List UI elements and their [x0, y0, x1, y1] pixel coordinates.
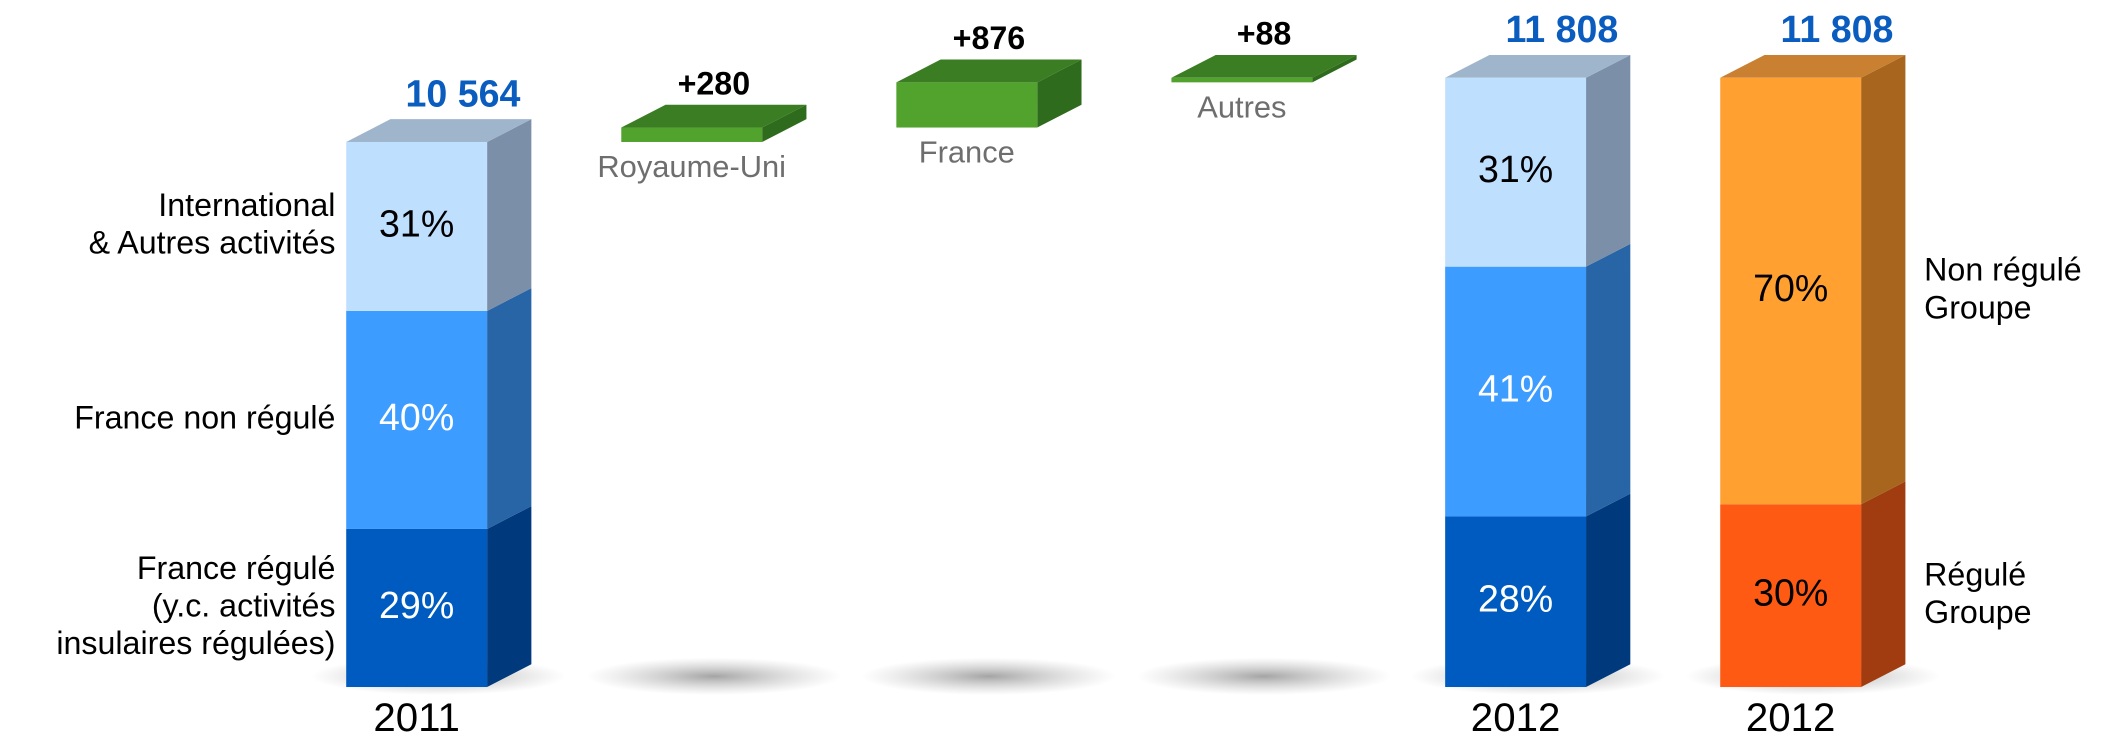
segment-name: (y.c. activités	[152, 587, 336, 623]
total-label: 10 564	[405, 72, 520, 114]
total-label: 11 808	[1505, 8, 1618, 50]
segment-name: & Autres activités	[89, 225, 336, 261]
delta-name: Royaume-Uni	[597, 149, 786, 184]
bar-segment	[621, 127, 763, 142]
ground-shadow	[861, 657, 1117, 696]
bar-top	[346, 119, 532, 142]
segment-label: 31%	[379, 202, 454, 244]
segment-label: 31%	[1478, 148, 1553, 190]
segment-name: Groupe	[1924, 594, 2031, 630]
bar-side	[762, 104, 807, 142]
bar-top	[896, 59, 1082, 83]
segment-name: Régulé	[1924, 556, 2026, 592]
bar-side	[487, 288, 532, 529]
segment-label: 70%	[1753, 267, 1828, 309]
bar-side	[1586, 54, 1631, 267]
bar-top	[1720, 54, 1906, 78]
category-label: 2012	[1746, 695, 1836, 738]
segment-name: International	[158, 187, 335, 223]
bar-side	[1861, 481, 1906, 688]
category-label: 2012	[1471, 695, 1561, 738]
bar-segment	[1720, 77, 1862, 505]
bar-segment	[1445, 516, 1587, 688]
bar-segment	[346, 528, 488, 688]
bar-side	[1861, 54, 1906, 505]
bar-side	[487, 119, 532, 311]
bar-side	[1586, 493, 1631, 688]
bar-side	[1312, 54, 1357, 83]
bar-segment	[1445, 77, 1587, 267]
bar-segment	[346, 310, 488, 529]
bar-segment	[1171, 77, 1313, 83]
segment-label: 29%	[379, 584, 454, 626]
bar-segment	[1445, 266, 1587, 517]
bar-side	[487, 506, 532, 688]
segment-name: France régulé	[137, 550, 336, 586]
segment-label: 30%	[1753, 572, 1828, 614]
segment-name: Groupe	[1924, 289, 2031, 325]
segment-name: insulaires régulées)	[56, 625, 335, 661]
delta-label: +280	[678, 65, 751, 101]
category-label: 2011	[373, 695, 460, 738]
bar-top	[1171, 54, 1357, 78]
segment-label: 41%	[1478, 367, 1553, 409]
segment-label: 28%	[1478, 578, 1553, 620]
total-label: 11 808	[1781, 8, 1894, 50]
bar-side	[1586, 243, 1631, 517]
delta-label: +876	[953, 20, 1026, 56]
segment-name: Non régulé	[1924, 252, 2081, 288]
delta-name: Autres	[1197, 89, 1286, 124]
segment-label: 40%	[379, 396, 454, 438]
bar-segment	[346, 141, 488, 311]
bar-segment	[896, 82, 1038, 128]
ground-shadow	[1136, 657, 1392, 696]
ground-shadow	[586, 657, 842, 696]
bar-side	[1037, 59, 1082, 128]
delta-name: France	[919, 135, 1015, 170]
delta-label: +88	[1237, 16, 1292, 52]
segment-name: France non régulé	[74, 399, 335, 435]
bar-top	[621, 104, 807, 128]
bar-top	[1445, 54, 1631, 78]
bar-segment	[1720, 504, 1862, 688]
